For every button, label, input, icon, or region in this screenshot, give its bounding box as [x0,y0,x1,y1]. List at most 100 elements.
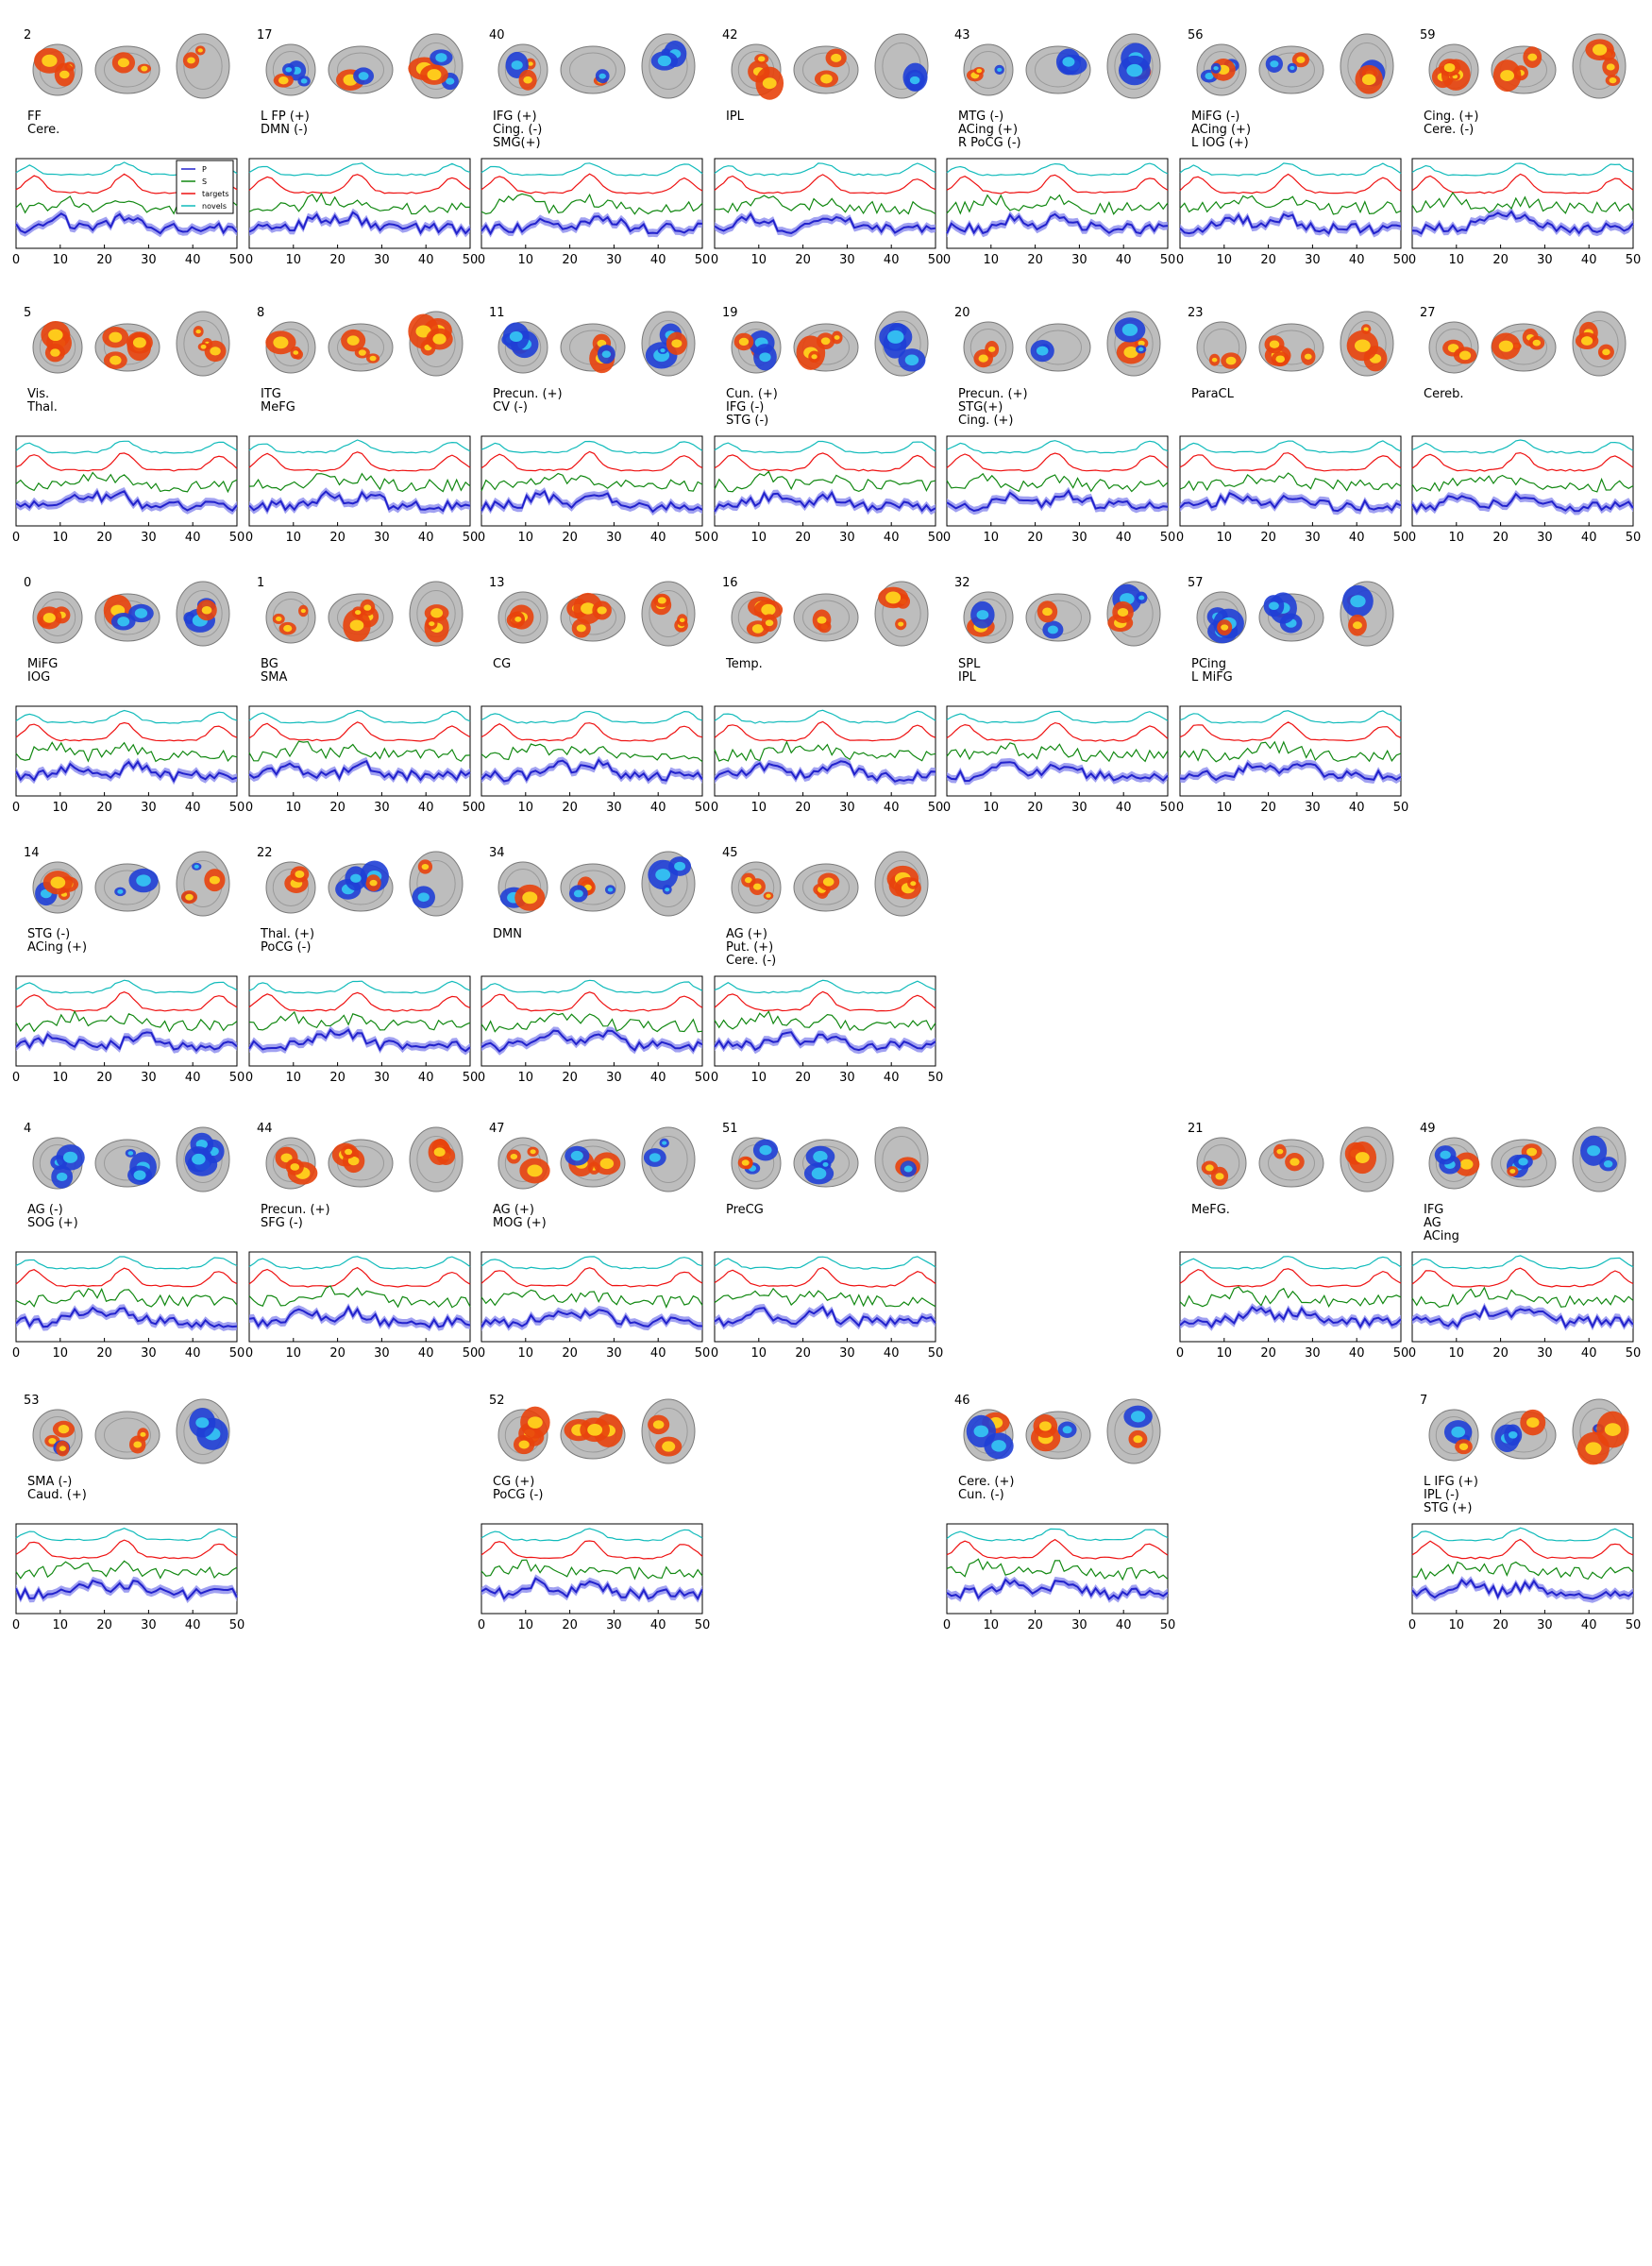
activation-core-cool [1518,1158,1528,1166]
activation-core-warm [1355,339,1371,352]
timecourse-plot: 0 10 20 30 40 50 [711,975,944,1085]
timecourse-plot: 0 10 20 30 40 50 [1408,158,1642,267]
series-P [15,489,238,513]
brain-sulcus [183,590,223,637]
activation-core-warm [432,333,447,345]
activation-core-cool [997,67,1003,73]
timecourse-plot: 0 10 20 30 40 50 [1176,435,1408,545]
series-S [946,194,1169,215]
activation-core-cool [759,1144,772,1156]
x-tick-label: 20 [1492,531,1509,545]
activation-core-cool [435,53,447,62]
series-P [480,1577,703,1601]
series-P [15,212,238,235]
brain-images [1196,1126,1394,1192]
activation-core-cool [133,1170,146,1180]
brain-images [1196,33,1394,99]
series-P [15,1579,238,1601]
plot-frame [480,1251,703,1343]
x-tick-label: 50 [928,1071,944,1085]
x-tick-label: 50 [1626,253,1642,267]
region-label: L IOG (+) [1191,136,1249,150]
plot-frame [1411,435,1634,527]
series-P-band [16,487,237,516]
activation-core-cool [573,889,583,898]
component-id: 49 [1420,1122,1436,1136]
series-novels [248,439,471,454]
component-id: 20 [954,306,970,320]
region-label: ParaCL [1191,387,1235,401]
activation-core-cool [1270,60,1279,68]
x-tick-label: 40 [1116,1618,1132,1632]
activation-core-cool [1062,57,1075,67]
series-P [248,211,471,236]
activation-core-warm [369,879,378,887]
brain-images [963,1398,1161,1464]
component-panel-20: 20 Precun. (+)STG(+)Cing. (+) 0 10 20 30 40 50 [943,306,1175,545]
activation-core-warm [528,1416,543,1429]
x-tick-label: 0 [12,253,20,267]
x-tick-label: 0 [1408,1346,1416,1361]
activation-core-cool [136,874,151,887]
activation-core-warm [1604,1423,1622,1436]
series-S [248,740,471,762]
component-id: 0 [24,576,31,590]
component-panel-34: 34 DMN 0 10 20 30 40 50 [478,846,710,1085]
activation-core-warm [1443,62,1456,73]
x-tick-label: 40 [185,1071,201,1085]
activation-core-warm [59,1446,66,1452]
activation-core-warm [1296,56,1306,63]
activation-core-warm [42,613,56,623]
series-S [1411,192,1634,214]
brain-images [1428,1126,1627,1192]
series-novels [1179,1256,1402,1270]
timecourse-plot: 0 10 20 30 40 50 [711,435,943,545]
x-tick-label: 10 [53,1071,69,1085]
component-id: 52 [489,1394,505,1408]
activation-core-warm [109,331,123,343]
activation-core-warm [415,325,431,338]
x-tick-label: 40 [185,253,201,267]
component-id: 45 [722,846,738,860]
x-tick-label: 40 [1349,801,1365,815]
region-label: IFG (+) [493,110,537,124]
x-tick-label: 10 [984,801,1000,815]
series-targets [480,1267,703,1288]
activation-core-warm [210,347,221,356]
activation-core-cool [1138,595,1145,600]
x-tick-label: 10 [518,531,534,545]
region-label: SMA (-) [27,1475,72,1489]
component-panel-51: 51 PreCG 0 10 20 30 40 50 [711,1122,943,1361]
brain-images [497,1126,696,1192]
activation-core-warm [987,346,996,352]
x-tick-label: 30 [1071,253,1087,267]
x-tick-label: 50 [928,253,944,267]
region-label: Cing. (-) [493,123,542,137]
x-tick-label: 50 [695,1071,711,1085]
activation-core-warm [1275,355,1286,364]
brain-sulcus [337,330,384,365]
series-targets [15,1539,238,1560]
x-tick-label: 50 [463,531,479,545]
x-tick-label: 30 [606,1346,622,1361]
activation-core-cool [1508,1431,1518,1439]
activation-core-cool [192,1153,206,1165]
activation-core-warm [197,48,203,53]
series-P-band [249,208,470,238]
x-tick-label: 20 [795,253,811,267]
activation-core-warm [1276,1148,1284,1155]
component-id: 5 [24,306,31,320]
x-tick-label: 20 [1492,1346,1509,1361]
activation-core-cool [300,78,308,84]
series-S [714,470,936,493]
x-tick-label: 10 [1217,801,1233,815]
brain-sulcus [649,860,688,907]
activation-core-warm [1526,1147,1538,1157]
region-label: Cereb. [1424,387,1464,401]
series-novels [714,709,936,724]
activation-core-cool [909,76,920,85]
x-tick-label: 30 [839,1071,855,1085]
legend-label-targets: targets [202,190,229,198]
timecourse-plot: 0 10 20 30 40 50 [711,1251,943,1361]
brain-images [1428,1398,1629,1465]
